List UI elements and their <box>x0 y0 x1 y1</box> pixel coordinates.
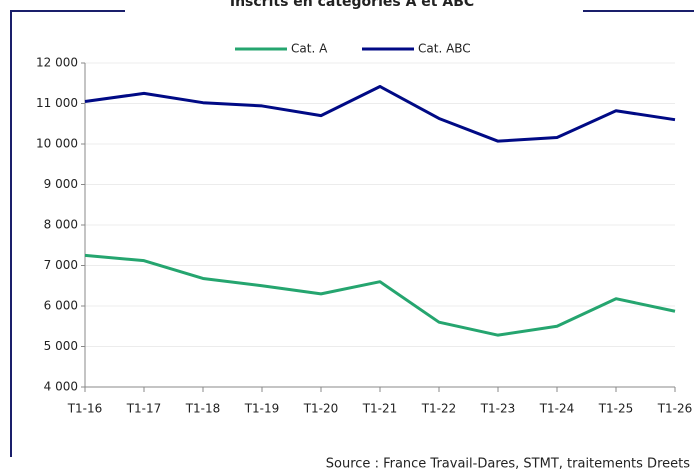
series-line <box>84 84 676 143</box>
x-tick-label: T1-26 <box>657 402 693 416</box>
y-tick-label: 11 000 <box>36 96 78 110</box>
x-tick-label: T1-17 <box>126 402 162 416</box>
x-tick-label: T1-25 <box>598 402 634 416</box>
x-tick-label: T1-20 <box>303 402 339 416</box>
x-tick-label: T1-24 <box>539 402 575 416</box>
x-tick-label: T1-21 <box>362 402 398 416</box>
y-tick-label: 10 000 <box>36 137 78 151</box>
series-line <box>84 253 676 337</box>
x-tick-label: T1-19 <box>244 402 280 416</box>
x-tick-label: T1-22 <box>421 402 457 416</box>
y-tick-label: 6 000 <box>44 299 78 313</box>
y-tick-label: 7 000 <box>44 258 78 272</box>
y-tick-label: 4 000 <box>44 380 78 394</box>
y-tick-label: 12 000 <box>36 56 78 70</box>
legend-label: Cat. ABC <box>418 42 471 56</box>
legend-label: Cat. A <box>291 42 328 56</box>
y-tick-label: 8 000 <box>44 218 78 232</box>
y-tick-label: 5 000 <box>44 339 78 353</box>
x-tick-label: T1-18 <box>185 402 221 416</box>
y-tick-label: 9 000 <box>44 177 78 191</box>
source: Source : France Travail-Dares, STMT, tra… <box>326 457 690 472</box>
x-tick-label: T1-16 <box>67 402 103 416</box>
chart-title: Inscrits en catégories A et ABC <box>230 0 474 10</box>
x-tick-label: T1-23 <box>480 402 516 416</box>
